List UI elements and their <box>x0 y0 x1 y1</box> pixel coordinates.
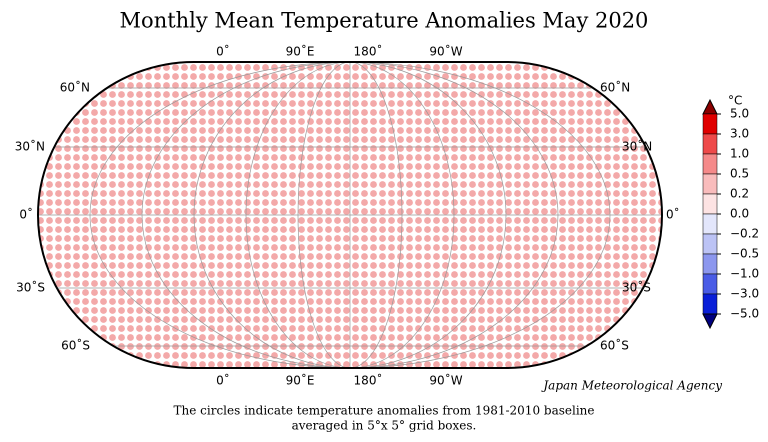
longitude-label: 0˚ <box>216 44 230 59</box>
map-outline <box>37 61 663 369</box>
latitude-label: 0˚ <box>666 207 680 222</box>
colorbar-segment <box>702 133 718 155</box>
latitude-label: 30˚N <box>622 139 652 154</box>
colorbar-segment <box>702 153 718 175</box>
colorbar-segment <box>702 213 718 235</box>
colorbar-arrow <box>702 313 718 330</box>
colorbar-tick-label: 1.0 <box>730 147 749 161</box>
caption-line: averaged in 5°x 5° grid boxes. <box>292 419 477 433</box>
title: Monthly Mean Temperature Anomalies May 2… <box>120 9 649 33</box>
latitude-label: 30˚N <box>15 139 45 154</box>
longitude-label: 180˚ <box>354 373 383 388</box>
latitude-label: 0˚ <box>19 207 33 222</box>
longitude-label: 180˚ <box>354 44 383 59</box>
latitude-label: 30˚S <box>622 280 651 295</box>
colorbar-tick-label: 0.0 <box>730 207 749 221</box>
credit: Japan Meteorological Agency <box>540 379 722 393</box>
map <box>37 61 663 369</box>
latitude-label: 60˚S <box>61 338 90 353</box>
colorbar-segment <box>702 273 718 295</box>
meridian <box>141 62 559 368</box>
meridian <box>193 62 507 368</box>
longitude-label: 90˚W <box>429 373 462 388</box>
colorbar-tick-label: −3.0 <box>730 287 759 301</box>
longitude-label: 90˚W <box>429 44 462 59</box>
longitude-label: 90˚E <box>286 44 315 59</box>
longitude-label: 0˚ <box>216 373 230 388</box>
colorbar-tick-label: −5.0 <box>730 307 759 321</box>
colorbar-segment <box>702 293 718 315</box>
colorbar-tick-label: −0.5 <box>730 247 759 261</box>
meridian <box>297 62 403 368</box>
colorbar-tick-label: −1.0 <box>730 267 759 281</box>
colorbar-segment <box>702 193 718 215</box>
colorbar-tick-label: 3.0 <box>730 127 749 141</box>
latitude-label: 60˚N <box>600 80 630 95</box>
colorbar-arrow <box>702 98 718 115</box>
colorbar-tick-label: 0.5 <box>730 167 749 181</box>
colorbar-tick-label: 5.0 <box>730 107 749 121</box>
latitude-label: 60˚N <box>60 80 90 95</box>
longitude-label: 90˚E <box>286 373 315 388</box>
caption-line: The circles indicate temperature anomali… <box>174 404 595 418</box>
colorbar-unit: °C <box>728 94 742 108</box>
graticule <box>38 62 662 368</box>
colorbar-segment <box>702 253 718 275</box>
colorbar-segment <box>702 233 718 255</box>
latitude-label: 30˚S <box>16 280 45 295</box>
meridian <box>245 62 455 368</box>
latitude-label: 60˚S <box>600 338 629 353</box>
meridian <box>89 62 611 368</box>
colorbar-segment <box>702 113 718 135</box>
colorbar-segment <box>702 173 718 195</box>
colorbar-tick-label: 0.2 <box>730 187 749 201</box>
colorbar-tick-label: −0.2 <box>730 227 759 241</box>
